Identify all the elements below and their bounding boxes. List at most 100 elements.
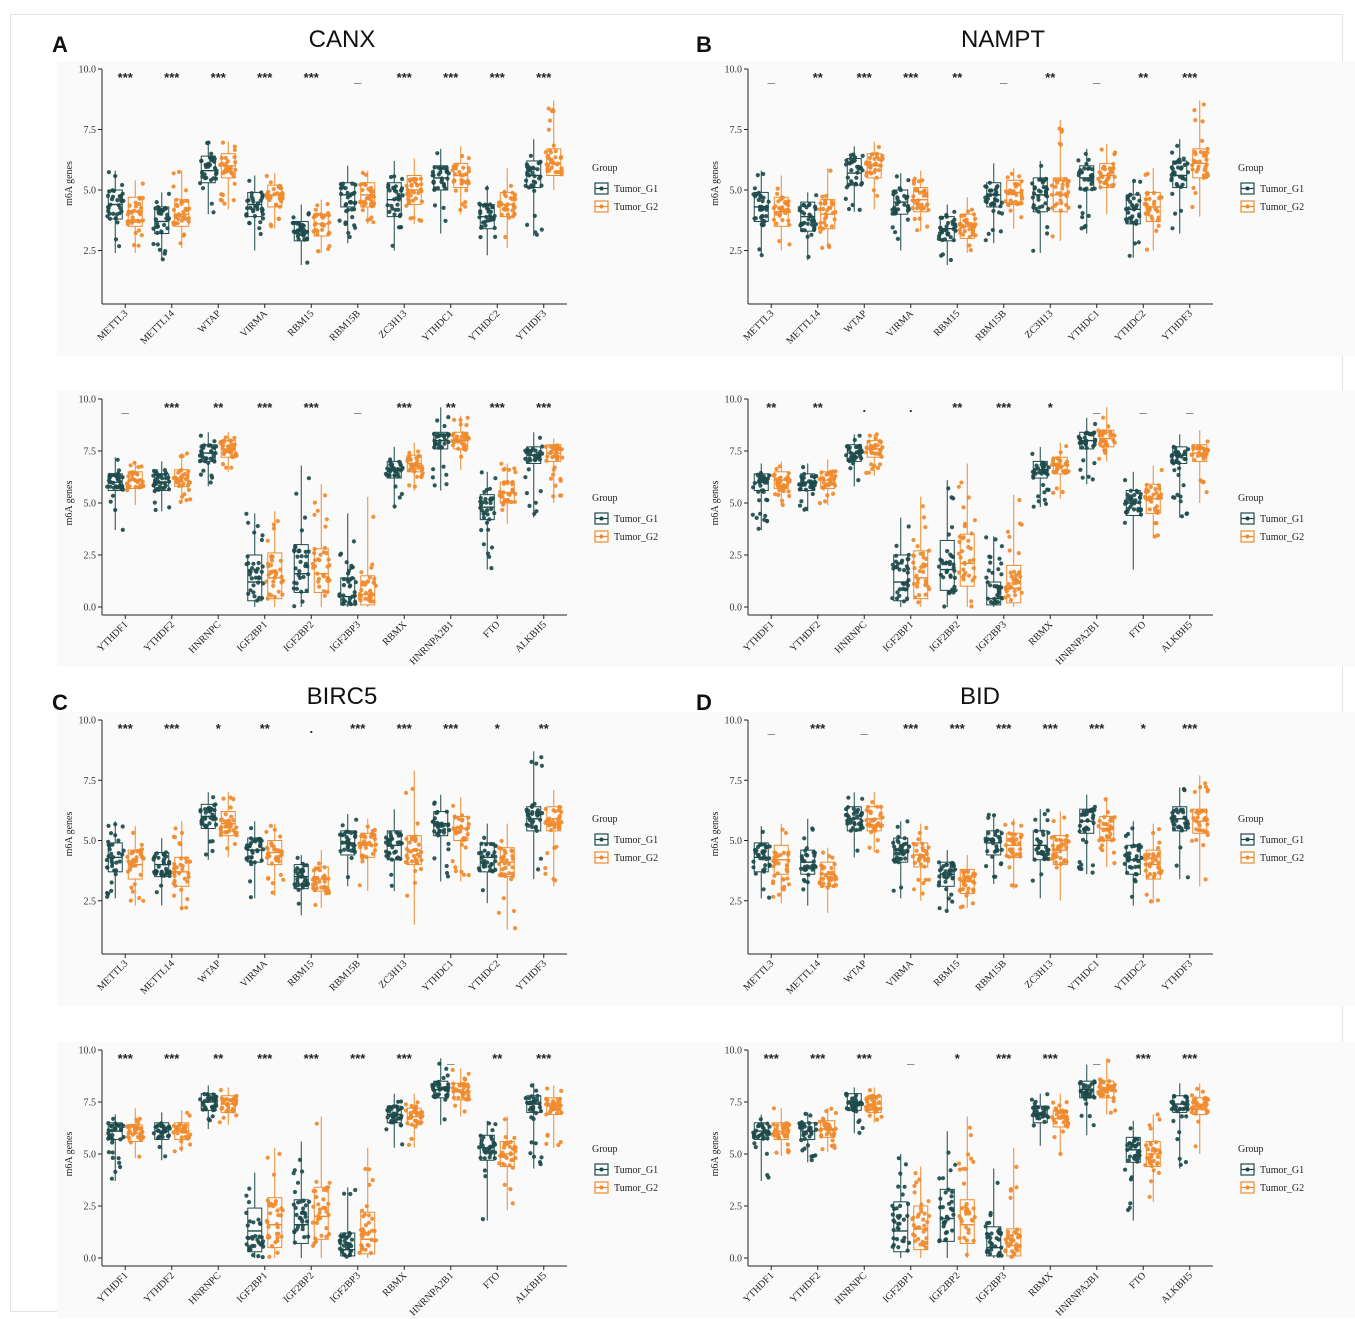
data-point — [490, 1128, 495, 1133]
data-point — [486, 207, 491, 212]
data-point — [226, 1108, 231, 1113]
data-point — [999, 572, 1004, 577]
data-point — [232, 155, 237, 160]
data-point — [172, 893, 177, 898]
legend-title: Group — [1238, 493, 1264, 504]
data-point — [136, 243, 141, 248]
data-point — [349, 563, 354, 569]
data-point — [157, 247, 162, 252]
legend-title: Group — [592, 493, 618, 504]
data-point — [535, 167, 540, 172]
data-point — [1133, 498, 1138, 503]
data-point — [864, 173, 869, 178]
data-point — [317, 584, 322, 589]
data-point — [120, 182, 125, 188]
data-point — [1126, 210, 1131, 215]
data-point — [224, 465, 229, 470]
data-point — [175, 1131, 180, 1136]
data-point — [893, 559, 899, 564]
data-point — [223, 435, 228, 440]
data-point — [174, 480, 179, 485]
data-point — [1046, 206, 1051, 212]
y-axis-label: m6A genes — [710, 812, 721, 857]
data-point — [348, 583, 353, 588]
data-point — [181, 481, 186, 486]
data-point — [165, 212, 170, 217]
data-point — [119, 199, 124, 204]
data-point — [431, 467, 436, 472]
data-point — [763, 513, 768, 519]
data-point — [444, 1066, 449, 1071]
data-point — [227, 828, 232, 833]
data-point — [108, 484, 113, 489]
data-point — [774, 466, 779, 472]
data-point — [997, 210, 1002, 215]
data-point — [545, 1086, 550, 1091]
significance-label: . — [309, 721, 313, 736]
data-point — [439, 179, 444, 185]
data-point — [923, 525, 928, 530]
data-point — [819, 470, 824, 475]
data-point — [465, 415, 470, 420]
data-point — [486, 527, 491, 532]
data-point — [414, 177, 419, 182]
data-point — [269, 224, 274, 229]
data-point — [220, 462, 226, 467]
data-point — [212, 808, 217, 813]
data-point — [757, 498, 762, 503]
plot-background — [703, 61, 1355, 356]
data-point — [131, 830, 136, 836]
y-axis-label: m6A genes — [64, 481, 75, 526]
data-point — [300, 1227, 305, 1232]
data-point — [319, 1233, 324, 1238]
data-point — [232, 841, 237, 847]
data-point — [110, 1155, 115, 1160]
data-point — [389, 872, 394, 877]
data-point — [386, 837, 391, 843]
data-point — [407, 483, 412, 488]
data-point — [524, 491, 530, 496]
data-point — [444, 472, 449, 477]
data-point — [297, 569, 302, 574]
data-point — [999, 561, 1004, 566]
data-point — [1178, 499, 1183, 504]
box-tumor_g2 — [267, 552, 283, 600]
data-point — [340, 823, 345, 828]
data-point — [248, 1247, 253, 1252]
data-point — [134, 855, 139, 860]
data-point — [295, 1180, 301, 1185]
data-point — [1202, 167, 1207, 172]
data-point — [220, 192, 225, 197]
data-point — [203, 807, 208, 812]
data-point — [780, 218, 785, 223]
data-point — [404, 836, 409, 841]
data-point — [894, 553, 899, 558]
data-point — [456, 816, 461, 822]
significance-label: *** — [350, 1051, 366, 1066]
data-point — [399, 491, 404, 497]
data-point — [324, 551, 329, 556]
data-point — [847, 161, 852, 166]
data-point — [248, 895, 253, 900]
data-point — [212, 439, 217, 444]
data-point — [533, 824, 539, 830]
data-point — [499, 855, 504, 861]
data-point — [828, 481, 833, 486]
data-point — [346, 579, 351, 584]
data-point — [1124, 219, 1129, 224]
data-point — [296, 901, 301, 906]
data-point — [912, 566, 917, 571]
data-point — [278, 558, 283, 563]
data-point — [115, 220, 120, 225]
data-point — [396, 1099, 401, 1104]
data-point — [967, 243, 972, 248]
data-point — [502, 848, 507, 853]
significance-label: *** — [490, 400, 506, 415]
data-point — [315, 229, 320, 234]
data-point — [413, 1118, 419, 1123]
data-point — [432, 203, 438, 208]
data-point — [987, 188, 993, 193]
data-point — [920, 504, 925, 509]
significance-label: *** — [164, 721, 180, 736]
